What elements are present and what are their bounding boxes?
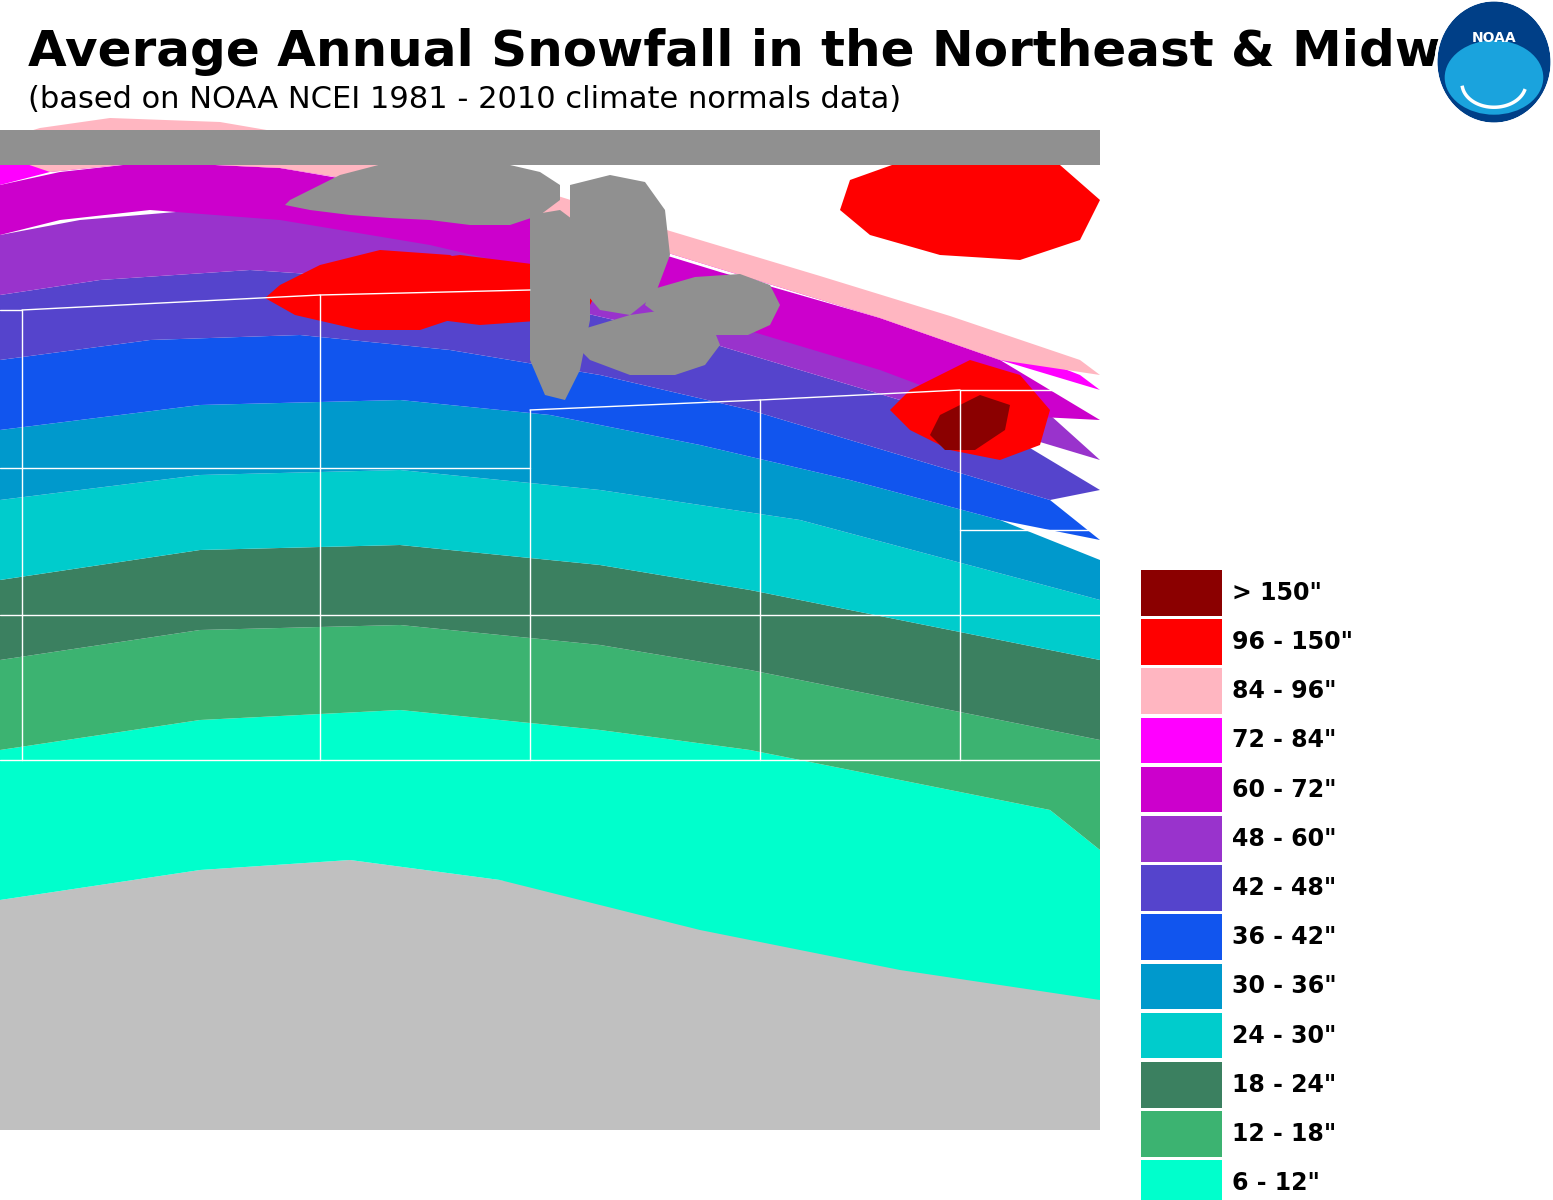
Polygon shape bbox=[570, 175, 669, 314]
Text: 24 - 30": 24 - 30" bbox=[1232, 1024, 1337, 1048]
Polygon shape bbox=[890, 360, 1050, 460]
Bar bbox=[1141, 914, 1222, 960]
Polygon shape bbox=[329, 254, 599, 325]
Text: NOAA: NOAA bbox=[1472, 31, 1516, 46]
Bar bbox=[1141, 1062, 1222, 1108]
Polygon shape bbox=[0, 270, 1100, 500]
Text: 30 - 36": 30 - 36" bbox=[1232, 974, 1337, 998]
Ellipse shape bbox=[1437, 0, 1551, 124]
Polygon shape bbox=[0, 470, 1100, 660]
Bar bbox=[1141, 619, 1222, 665]
Polygon shape bbox=[0, 545, 1100, 740]
Bar bbox=[1141, 865, 1222, 911]
Polygon shape bbox=[0, 133, 1100, 390]
Polygon shape bbox=[930, 395, 1009, 450]
Text: 96 - 150": 96 - 150" bbox=[1232, 630, 1353, 654]
Text: 6 - 12": 6 - 12" bbox=[1232, 1171, 1320, 1195]
Bar bbox=[0, 130, 1100, 1140]
Polygon shape bbox=[575, 308, 721, 374]
Bar bbox=[1141, 668, 1222, 714]
Polygon shape bbox=[0, 162, 1100, 420]
Bar bbox=[1141, 570, 1222, 616]
Polygon shape bbox=[266, 250, 500, 330]
Text: 18 - 24": 18 - 24" bbox=[1232, 1073, 1337, 1097]
Polygon shape bbox=[0, 710, 1100, 1000]
Text: 48 - 60": 48 - 60" bbox=[1232, 827, 1337, 851]
Polygon shape bbox=[0, 130, 1100, 164]
Text: (based on NOAA NCEI 1981 - 2010 climate normals data): (based on NOAA NCEI 1981 - 2010 climate … bbox=[28, 85, 901, 114]
Text: 42 - 48": 42 - 48" bbox=[1232, 876, 1337, 900]
Polygon shape bbox=[0, 625, 1100, 850]
Polygon shape bbox=[0, 118, 1100, 374]
Bar bbox=[1141, 1013, 1222, 1058]
Text: Average Annual Snowfall in the Northeast & Midwest: Average Annual Snowfall in the Northeast… bbox=[28, 28, 1528, 76]
Text: 60 - 72": 60 - 72" bbox=[1232, 778, 1337, 802]
Bar bbox=[1141, 816, 1222, 862]
Bar bbox=[1141, 1111, 1222, 1157]
Bar bbox=[1141, 964, 1222, 1009]
Text: 72 - 84": 72 - 84" bbox=[1232, 728, 1337, 752]
Polygon shape bbox=[0, 860, 1100, 1130]
Bar bbox=[1141, 767, 1222, 812]
Text: 84 - 96": 84 - 96" bbox=[1232, 679, 1337, 703]
Polygon shape bbox=[530, 210, 590, 400]
Polygon shape bbox=[840, 148, 1100, 260]
Polygon shape bbox=[0, 400, 1100, 600]
Text: 12 - 18": 12 - 18" bbox=[1232, 1122, 1337, 1146]
Polygon shape bbox=[644, 274, 780, 335]
Bar bbox=[1141, 718, 1222, 763]
Text: > 150": > 150" bbox=[1232, 581, 1322, 605]
Text: 36 - 42": 36 - 42" bbox=[1232, 925, 1337, 949]
Bar bbox=[1141, 1160, 1222, 1200]
Ellipse shape bbox=[1444, 41, 1544, 115]
Polygon shape bbox=[286, 158, 561, 226]
Polygon shape bbox=[0, 210, 1100, 460]
Polygon shape bbox=[0, 335, 1100, 540]
